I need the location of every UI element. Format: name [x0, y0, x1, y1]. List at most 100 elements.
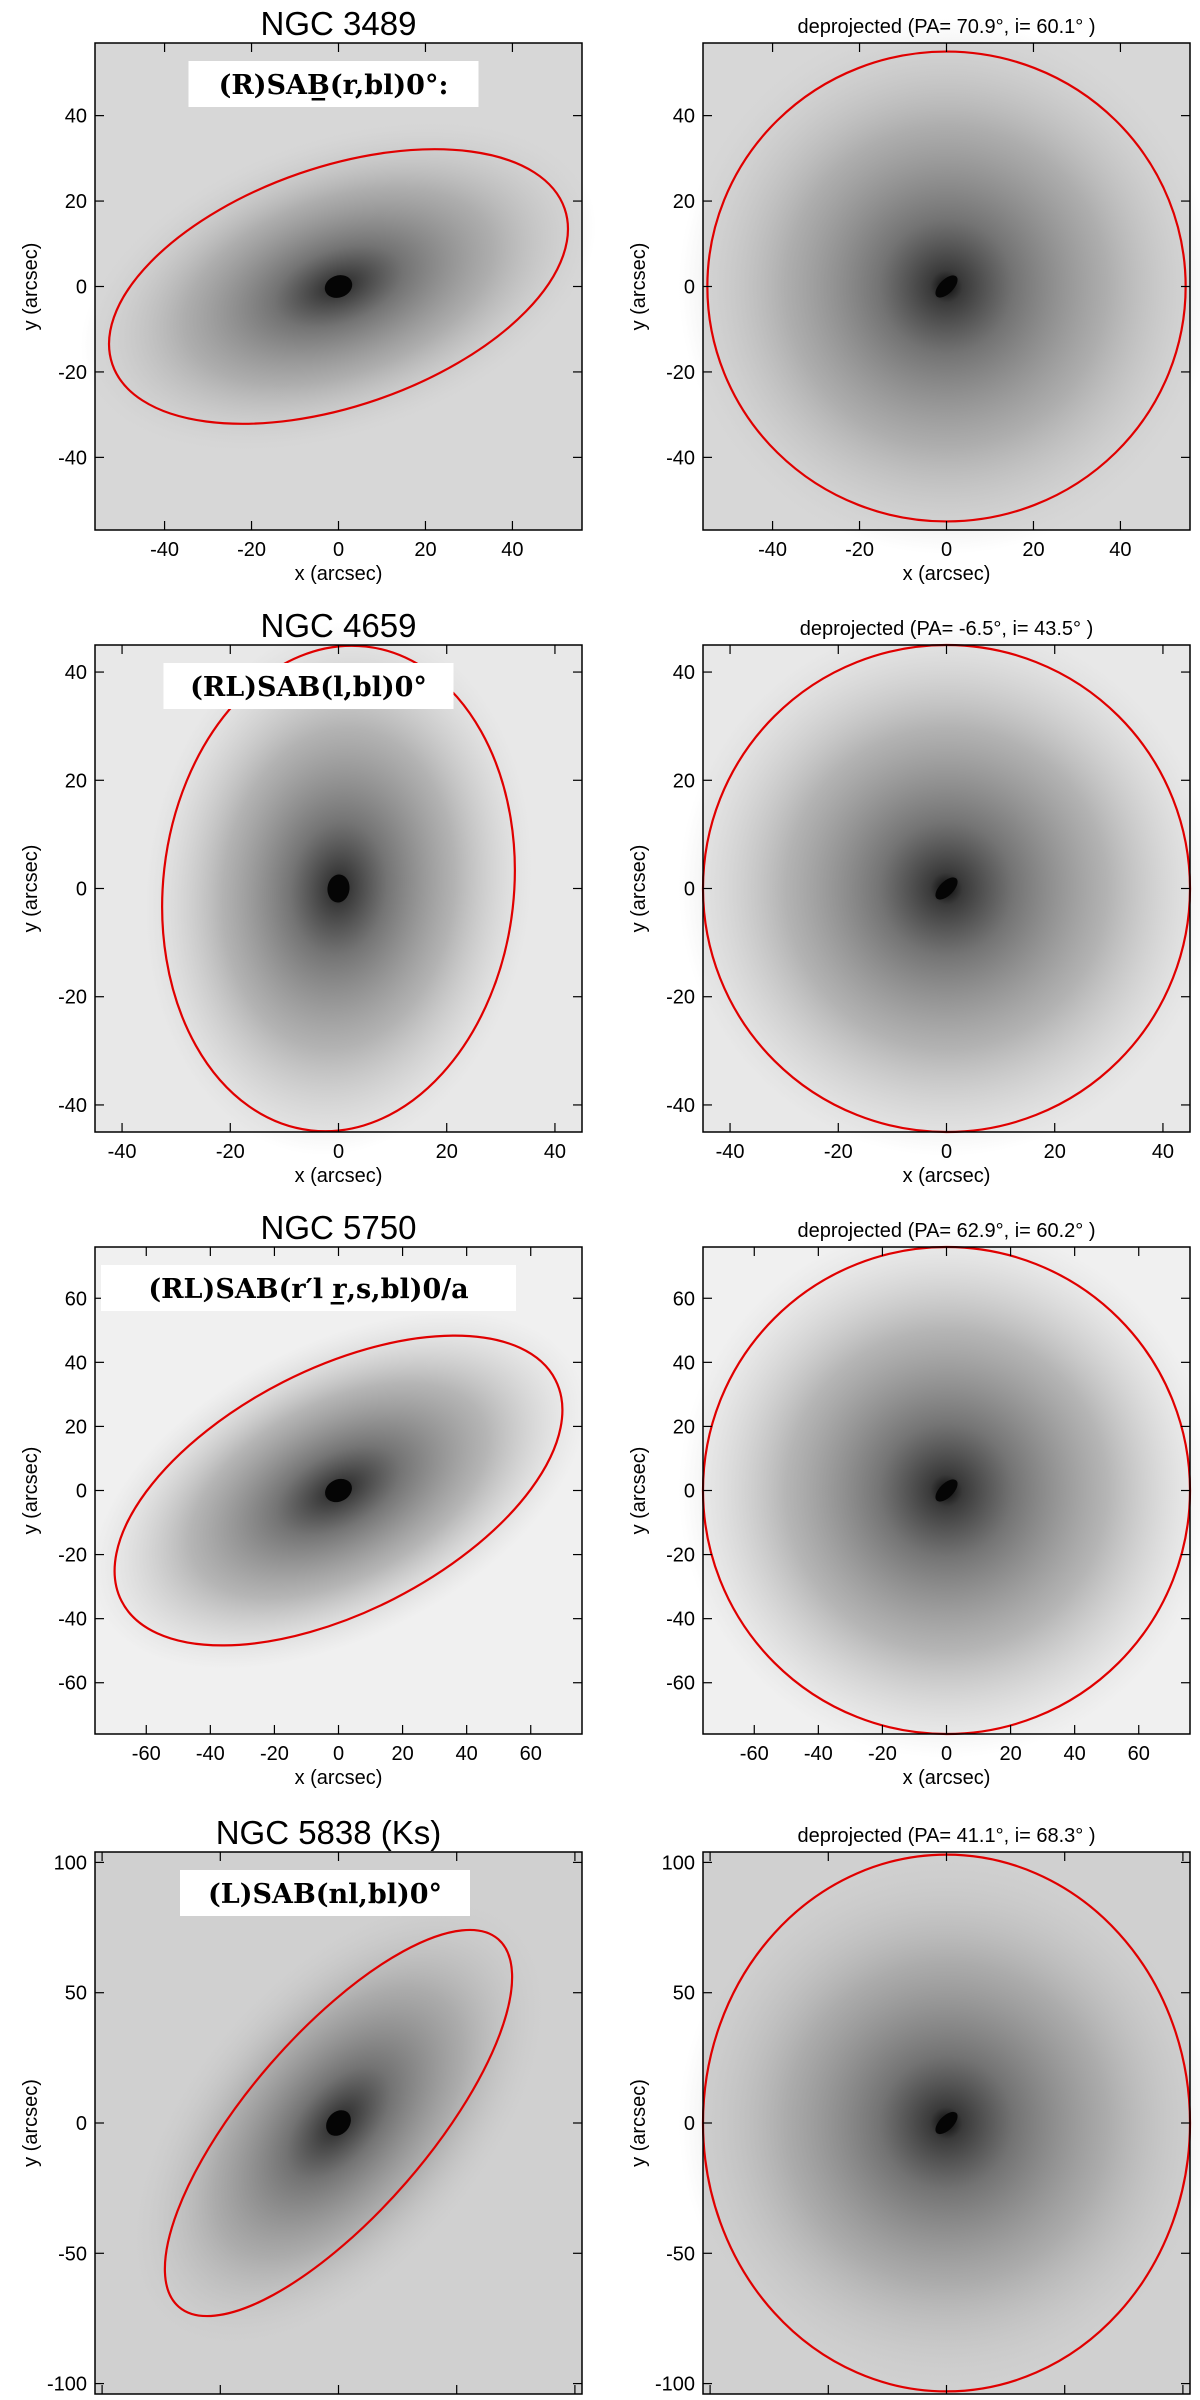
- y-tick-label: 40: [65, 1352, 87, 1374]
- y-tick-label: -40: [666, 1609, 695, 1631]
- x-tick-label: -40: [150, 539, 179, 561]
- y-axis-label: y (arcsec): [20, 2079, 42, 2167]
- x-tick-label: -20: [260, 1743, 289, 1765]
- y-tick-label: 60: [65, 1288, 87, 1310]
- morphology-box: [188, 61, 479, 107]
- x-tick-label: 0: [941, 1141, 952, 1163]
- y-tick-label: -20: [58, 1545, 87, 1567]
- y-tick-label: 0: [76, 277, 87, 299]
- y-axis-label: y (arcsec): [628, 2079, 650, 2167]
- y-tick-label: 0: [76, 879, 87, 901]
- y-tick-label: 20: [65, 770, 87, 792]
- y-tick-label: -20: [58, 362, 87, 384]
- x-tick-label: -40: [716, 1141, 745, 1163]
- isophote-ellipse: [107, 148, 570, 425]
- x-tick-label: 20: [1022, 539, 1044, 561]
- x-tick-label: -40: [108, 1141, 137, 1163]
- galaxy-nucleus: [325, 1478, 352, 1503]
- x-tick-label: -20: [237, 539, 266, 561]
- galaxy-nucleus: [935, 877, 958, 900]
- y-tick-label: -40: [666, 1095, 695, 1117]
- y-tick-label: 0: [684, 2113, 695, 2135]
- y-tick-label: 50: [65, 1983, 87, 2005]
- isophote-ellipse: [113, 1334, 564, 1647]
- galaxy-title: NGC 5750: [261, 1209, 417, 1246]
- x-tick-label: -20: [845, 539, 874, 561]
- y-tick-label: 0: [684, 277, 695, 299]
- x-tick-label: 40: [1109, 539, 1131, 561]
- x-axis-label: x (arcsec): [295, 1165, 383, 1187]
- x-tick-label: 20: [1044, 1141, 1066, 1163]
- galaxy-nucleus: [324, 275, 353, 298]
- galaxy-title: NGC 3489: [261, 5, 417, 42]
- x-tick-label: 40: [544, 1141, 566, 1163]
- observed-panel-1: -40 -20 0 20 40 -40 -20 0 20 40 x (arcsec) y (arcse…: [20, 5, 597, 585]
- x-tick-label: 40: [1064, 1743, 1086, 1765]
- y-tick-label: -50: [58, 2243, 87, 2265]
- morphology-label: (RL)SAB(r′l r̲,s,bl)0/a: [148, 1274, 468, 1305]
- y-tick-label: -60: [666, 1673, 695, 1695]
- galaxy-nucleus: [326, 2110, 351, 2136]
- y-tick-label: 100: [54, 1852, 87, 1874]
- x-tick-label: -40: [196, 1743, 225, 1765]
- galaxy-light: [678, 18, 1200, 555]
- deprojected-panel-3: -60 -40 -20 0 20 40 60 -60 -40 -20 0 20 40 60 x (arcse…: [628, 1220, 1200, 1789]
- x-tick-label: 40: [1152, 1141, 1174, 1163]
- y-tick-label: 50: [673, 1983, 695, 2005]
- x-tick-label: 0: [941, 539, 952, 561]
- y-tick-label: 40: [65, 106, 87, 128]
- x-tick-label: -20: [824, 1141, 853, 1163]
- morphology-box: [180, 1870, 470, 1916]
- x-tick-label: 0: [333, 1141, 344, 1163]
- y-tick-label: 20: [65, 191, 87, 213]
- y-tick-label: -60: [58, 1673, 87, 1695]
- y-tick-label: 0: [684, 879, 695, 901]
- y-tick-label: -20: [666, 362, 695, 384]
- x-tick-label: 0: [941, 1743, 952, 1765]
- x-tick-label: 0: [333, 539, 344, 561]
- x-tick-label: -40: [758, 539, 787, 561]
- y-tick-label: -50: [666, 2243, 695, 2265]
- y-tick-label: -20: [666, 987, 695, 1009]
- galaxy-nucleus: [935, 2111, 958, 2135]
- isophote-ellipse: [161, 644, 516, 1133]
- deprojected-panel-1: -40 -20 0 20 40 -40 -20 0 20 40 x (arcsec) y (arcse…: [628, 16, 1200, 585]
- y-tick-label: 20: [65, 1416, 87, 1438]
- x-tick-label: -40: [804, 1743, 833, 1765]
- x-axis-label: x (arcsec): [295, 1767, 383, 1789]
- x-tick-label: -20: [216, 1141, 245, 1163]
- morphology-box: [101, 1265, 516, 1311]
- x-tick-label: 0: [333, 1743, 344, 1765]
- morphology-label: (L)SAB(nl,bl)0°: [208, 1879, 442, 1910]
- x-tick-label: 20: [436, 1141, 458, 1163]
- deprojection-title: deprojected (PA= 70.9°, i= 60.1° ): [797, 16, 1095, 38]
- x-tick-label: 60: [520, 1743, 542, 1765]
- y-tick-label: -40: [58, 1095, 87, 1117]
- deprojection-title: deprojected (PA= 62.9°, i= 60.2° ): [797, 1220, 1095, 1242]
- y-axis-label: y (arcsec): [20, 845, 42, 933]
- galaxy-nucleus: [935, 275, 958, 298]
- y-tick-label: 100: [662, 1852, 695, 1874]
- y-tick-label: 0: [684, 1481, 695, 1503]
- x-axis-label: x (arcsec): [903, 1767, 991, 1789]
- y-tick-label: -100: [655, 2374, 695, 2396]
- x-tick-label: 40: [456, 1743, 478, 1765]
- morphology-box: [163, 663, 454, 709]
- x-axis-label: x (arcsec): [295, 563, 383, 585]
- x-tick-label: -20: [868, 1743, 897, 1765]
- galaxy-nucleus: [935, 1479, 958, 1502]
- deprojection-title: deprojected (PA= -6.5°, i= 43.5° ): [800, 618, 1094, 640]
- y-axis-label: y (arcsec): [628, 243, 650, 331]
- y-tick-label: -20: [58, 987, 87, 1009]
- deprojected-panel-2: -40 -20 0 20 40 -40 -20 0 20 40 x (arcsec) y (arcse…: [628, 618, 1200, 1187]
- observed-panel-3: -60 -40 -20 0 20 40 60 -60 -40 -20 0 20 40 60 x (arcse…: [20, 1209, 587, 1789]
- galaxy-nucleus: [327, 874, 350, 903]
- x-tick-label: -60: [132, 1743, 161, 1765]
- x-tick-label: -60: [740, 1743, 769, 1765]
- y-axis-label: y (arcsec): [20, 1447, 42, 1535]
- y-tick-label: 20: [673, 770, 695, 792]
